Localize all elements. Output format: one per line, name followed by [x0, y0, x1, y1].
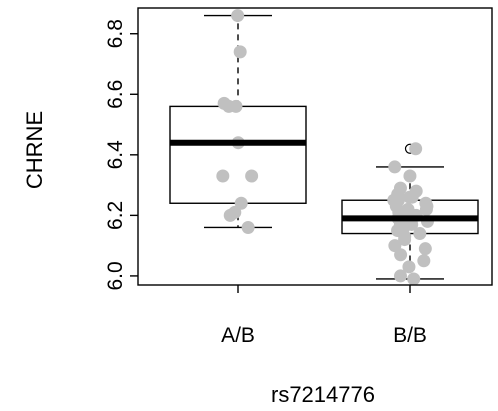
x-axis-title: rs7214776: [271, 382, 375, 407]
data-point: [223, 208, 237, 222]
data-point: [417, 254, 431, 268]
data-point: [231, 9, 245, 23]
data-point: [409, 142, 423, 156]
box-1: [169, 14, 307, 229]
y-axis-title: CHRNE: [22, 111, 47, 189]
data-point: [403, 190, 417, 204]
data-point: [419, 202, 433, 216]
y-tick-label: 6.2: [104, 201, 127, 230]
data-point: [245, 169, 259, 183]
data-point: [407, 272, 421, 286]
plot-frame: [137, 7, 493, 286]
data-point: [394, 248, 408, 262]
plot-area: [169, 9, 479, 286]
x-tick-label: A/B: [221, 324, 255, 347]
data-point: [398, 233, 412, 247]
data-point: [402, 260, 416, 274]
data-point: [403, 169, 417, 183]
y-tick-label: 6.0: [104, 261, 127, 290]
data-point: [413, 227, 427, 241]
data-point: [233, 45, 247, 59]
data-point: [388, 160, 402, 174]
data-point: [241, 220, 255, 234]
data-point: [418, 242, 432, 256]
points-2: [387, 142, 434, 286]
y-tick-label: 6.4: [104, 140, 127, 170]
y-tick-label: 6.6: [104, 80, 127, 109]
data-point: [216, 169, 230, 183]
box-iqr: [169, 105, 307, 204]
points-1: [216, 9, 259, 234]
data-point: [393, 269, 407, 283]
data-point: [234, 196, 248, 210]
data-point: [229, 99, 243, 113]
y-tick-label: 6.8: [104, 19, 127, 48]
x-tick-label: B/B: [393, 324, 427, 347]
axes: 6.0 6.2 6.4 6.6 6.8 A/B B/B: [104, 7, 493, 347]
